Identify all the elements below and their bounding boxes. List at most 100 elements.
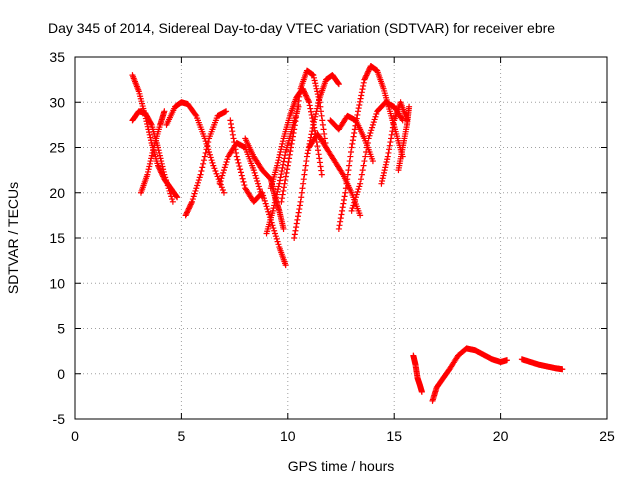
data-point <box>216 180 223 187</box>
data-point <box>292 118 299 125</box>
data-point <box>274 159 281 166</box>
data-point <box>353 115 360 122</box>
data-point <box>209 159 216 166</box>
data-point <box>276 154 283 161</box>
data-point <box>271 227 278 234</box>
data-point <box>389 124 396 131</box>
data-point <box>296 206 303 213</box>
data-point <box>189 196 196 203</box>
data-point <box>358 92 365 99</box>
data-point <box>280 184 287 191</box>
data-point <box>296 89 303 96</box>
data-point <box>236 163 243 170</box>
data-point <box>146 163 153 170</box>
data-point <box>349 205 356 212</box>
data-point <box>380 172 387 179</box>
data-point <box>359 167 366 174</box>
data-point <box>373 111 380 118</box>
data-point <box>369 158 376 165</box>
data-point <box>308 131 315 138</box>
data-point <box>167 190 174 197</box>
data-point <box>269 207 276 214</box>
data-point <box>388 131 395 138</box>
data-point <box>272 233 279 240</box>
data-point <box>276 177 283 184</box>
data-point <box>344 171 351 178</box>
data-point <box>367 130 374 137</box>
data-point <box>357 95 364 102</box>
data-point <box>335 225 342 232</box>
data-point <box>388 135 395 142</box>
data-point <box>183 209 190 216</box>
data-point <box>220 167 227 174</box>
data-point <box>300 88 307 95</box>
chart-title: Day 345 of 2014, Sidereal Day-to-day VTE… <box>48 20 555 36</box>
data-point <box>251 169 258 176</box>
data-point <box>200 157 207 164</box>
data-point <box>186 204 193 211</box>
data-point <box>279 138 286 145</box>
data-point <box>310 74 317 81</box>
data-point <box>390 120 397 127</box>
y-tick-label: 15 <box>49 230 65 246</box>
data-point <box>291 231 298 238</box>
data-point <box>319 121 326 128</box>
data-point <box>339 204 346 211</box>
data-point <box>278 198 285 205</box>
data-point <box>147 134 154 141</box>
data-point <box>338 211 345 218</box>
data-point <box>359 86 366 93</box>
y-tick-label: 5 <box>57 321 65 337</box>
data-point <box>287 148 294 155</box>
data-point <box>220 169 227 176</box>
data-point <box>284 162 291 169</box>
data-point <box>308 111 315 118</box>
data-point <box>279 140 286 147</box>
data-point <box>240 178 247 185</box>
data-point <box>362 73 369 80</box>
series-sat-j <box>267 85 325 192</box>
data-point <box>193 185 200 192</box>
data-point <box>379 175 386 182</box>
data-point <box>281 180 288 187</box>
data-point <box>345 167 352 174</box>
data-point <box>173 193 180 200</box>
data-point <box>389 128 396 135</box>
data-marks <box>129 63 566 404</box>
data-point <box>298 189 305 196</box>
data-point <box>194 179 201 186</box>
data-point <box>284 166 291 173</box>
data-point <box>361 76 368 83</box>
data-point <box>316 159 323 166</box>
data-point <box>310 121 317 128</box>
data-point <box>278 143 285 150</box>
data-point <box>158 160 165 167</box>
data-point <box>259 189 266 196</box>
data-point <box>352 194 359 201</box>
data-point <box>192 111 199 118</box>
data-point <box>310 119 317 126</box>
data-point <box>348 207 355 214</box>
data-point <box>271 199 278 206</box>
data-point <box>277 174 284 181</box>
data-point <box>362 75 369 82</box>
data-point <box>161 171 168 178</box>
data-point <box>309 128 316 135</box>
data-point <box>300 180 307 187</box>
data-point <box>168 193 175 200</box>
data-point <box>357 212 364 219</box>
data-point <box>337 215 344 222</box>
data-point <box>317 163 324 170</box>
data-point <box>363 144 370 151</box>
data-point <box>311 77 318 84</box>
data-point <box>315 147 322 154</box>
data-point <box>365 135 372 142</box>
data-point <box>302 167 309 174</box>
data-point <box>307 105 314 112</box>
data-point <box>199 164 206 171</box>
data-point <box>156 149 163 156</box>
data-point <box>358 176 365 183</box>
data-point <box>231 142 238 149</box>
data-point <box>160 166 167 173</box>
data-point <box>204 142 211 149</box>
